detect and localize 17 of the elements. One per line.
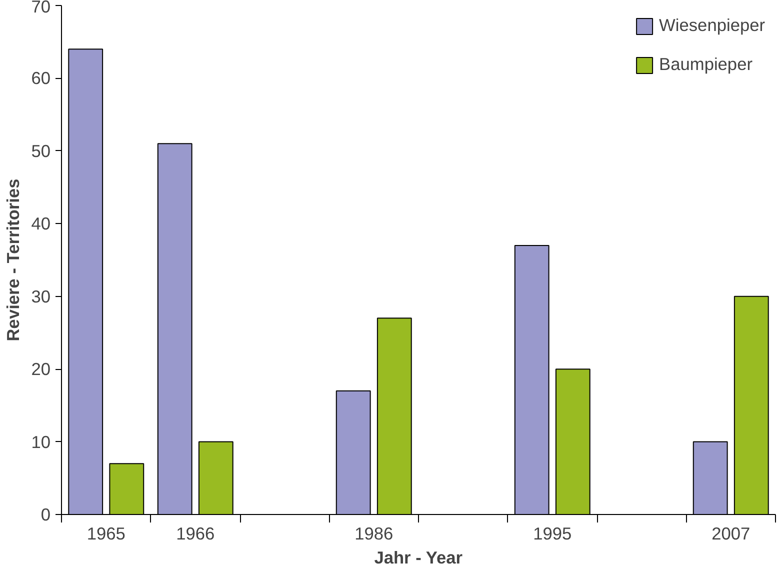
y-axis-title: Reviere - Territories: [3, 178, 24, 342]
y-tick-label: 40: [31, 214, 51, 234]
legend-label: Wiesenpieper: [659, 15, 765, 36]
x-tick-label: 2007: [712, 524, 750, 544]
y-tick-label: 30: [31, 286, 51, 306]
y-tick-label: 20: [31, 359, 51, 380]
x-tick-label: 1986: [354, 524, 394, 544]
x-tick-label: 1965: [86, 524, 126, 544]
y-tick-label: 50: [31, 140, 51, 161]
y-tick-label: 0: [40, 504, 51, 524]
x-tick-label: 1995: [533, 524, 572, 544]
x-tick-label: 1966: [176, 524, 215, 544]
x-axis-title: Jahr - Year: [374, 548, 463, 568]
legend-label: Baumpieper: [659, 54, 752, 75]
y-tick-label: 60: [31, 68, 51, 88]
y-tick-label: 70: [31, 0, 51, 16]
y-tick-label: 10: [31, 432, 51, 452]
